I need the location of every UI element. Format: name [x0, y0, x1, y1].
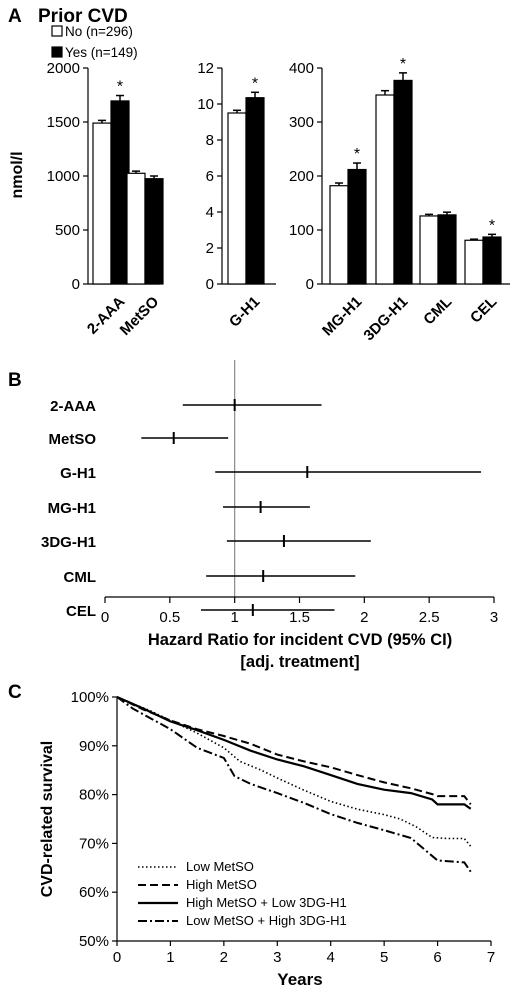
- panel-a-bar: [245, 97, 265, 285]
- panel-c-x-axis-title: Years: [277, 970, 322, 989]
- panel-a-category-label: CEL: [467, 293, 500, 326]
- panel-a-bar: [419, 215, 439, 285]
- panel-b-forest-plot: 0 0.5 1 1.5 2 2.5 3 2-AAA MetSO G-H1 MG-H1 3DG-H1 CM…: [41, 360, 498, 671]
- panel-c-y-tick-label: 100%: [71, 689, 109, 706]
- panel-a-y-tick-label: 500: [55, 222, 80, 239]
- panel-a-y-tick-label: 0: [206, 276, 214, 293]
- panel-a-y-tick-label: 2: [206, 240, 214, 257]
- panel-a-bar: [144, 178, 164, 285]
- panel-a-title: Prior CVD: [38, 6, 128, 27]
- panel-a-y-tick-label: 400: [289, 60, 314, 77]
- panel-label-a: A: [8, 6, 22, 27]
- panel-label-c: C: [8, 682, 22, 703]
- panel-c-series-line: [116, 696, 472, 873]
- panel-a-category-label: G-H1: [226, 293, 263, 330]
- panel-b-row-label: MetSO: [48, 431, 96, 448]
- panel-a-y-tick-label: 1000: [47, 168, 80, 185]
- panel-c-x-tick-label: 7: [487, 949, 495, 966]
- panel-a-ylabel: nmol/l: [9, 151, 26, 198]
- panel-c-x-tick-label: 5: [380, 949, 388, 966]
- panel-b-row-label: CML: [64, 569, 97, 586]
- panel-c-y-tick-label: 50%: [79, 933, 109, 950]
- panel-c-series-line: [116, 695, 472, 810]
- panel-a-y-tick-label: 200: [289, 168, 314, 185]
- panel-a-bar-charts: 0500100015002000*2-AAAMetSO024681012*G-H…: [47, 24, 510, 344]
- panel-b-row-label: G-H1: [60, 465, 96, 482]
- panel-a-bar: [92, 122, 112, 285]
- panel-b-x-tick-label: 2: [360, 609, 368, 626]
- panel-a-y-tick-label: 1500: [47, 114, 80, 131]
- panel-c-series-line: [116, 696, 472, 847]
- panel-a-bar: [482, 236, 502, 285]
- panel-b-x-tick-label: 0.5: [159, 609, 180, 626]
- panel-a-bar: [110, 100, 130, 285]
- panel-c-x-tick-label: 4: [327, 949, 335, 966]
- panel-b-x-axis-subtitle: [adj. treatment]: [240, 653, 359, 671]
- panel-a-y-tick-label: 2000: [47, 60, 80, 77]
- panel-c-x-tick-label: 6: [433, 949, 441, 966]
- panel-a-category-label: MetSO: [117, 293, 163, 339]
- panel-c-y-tick-label: 70%: [79, 835, 109, 852]
- panel-a-bar: [126, 172, 146, 285]
- panel-a-legend-label: No (n=296): [65, 24, 133, 39]
- panel-b-x-tick-label: 2.5: [419, 609, 440, 626]
- panel-b-x-tick-label: 3: [490, 609, 498, 626]
- panel-c-survival-curves: 50% 60% 70% 80% 90% 100% 0 1 2 3 4 5 6 7 Years CVD-rela…: [39, 689, 495, 989]
- panel-a-bar: [347, 168, 367, 285]
- panel-a-significance-marker: *: [252, 75, 258, 92]
- panel-a-y-tick-label: 0: [306, 276, 314, 293]
- panel-c-legend-label: Low MetSO: [186, 859, 254, 874]
- panel-c-x-tick-label: 0: [113, 949, 121, 966]
- panel-c-series-line: [116, 696, 472, 806]
- panel-a-legend-swatch: [51, 25, 63, 37]
- panel-a-bar: [227, 112, 247, 285]
- panel-b-row-label: 2-AAA: [50, 398, 96, 415]
- panel-a-category-label: MG-H1: [319, 293, 365, 339]
- panel-b-row-label: 3DG-H1: [41, 534, 96, 551]
- panel-c-x-tick-label: 1: [166, 949, 174, 966]
- panel-c-legend-label: High MetSO: [186, 877, 257, 892]
- panel-a-y-tick-label: 100: [289, 222, 314, 239]
- panel-b-row-label: MG-H1: [48, 500, 96, 517]
- panel-c-x-tick-label: 2: [220, 949, 228, 966]
- panel-c-x-tick-label: 3: [273, 949, 281, 966]
- panel-a-bar: [329, 185, 349, 285]
- panel-a-significance-marker: *: [489, 217, 495, 234]
- panel-a-legend-label: Yes (n=149): [65, 45, 138, 60]
- panel-a-bar: [375, 94, 395, 285]
- panel-b-x-axis-title: Hazard Ratio for incident CVD (95% CI): [148, 631, 452, 649]
- panel-a-category-label: 3DG-H1: [360, 293, 411, 344]
- panel-c-y-axis-title: CVD-related survival: [39, 741, 56, 898]
- panel-a-significance-marker: *: [117, 79, 123, 96]
- panel-a-y-tick-label: 0: [72, 276, 80, 293]
- panel-c-y-tick-label: 90%: [79, 738, 109, 755]
- panel-c-legend-label: Low MetSO + High 3DG-H1: [186, 913, 347, 928]
- panel-a-bar: [437, 214, 457, 285]
- panel-b-row-label: CEL: [66, 603, 96, 620]
- panel-a-y-tick-label: 4: [206, 204, 214, 221]
- panel-a-y-tick-label: 300: [289, 114, 314, 131]
- panel-a-y-tick-label: 8: [206, 132, 214, 149]
- panel-b-x-tick-label: 0: [101, 609, 109, 626]
- panel-a-significance-marker: *: [354, 146, 360, 163]
- panel-a-bar: [393, 79, 413, 285]
- panel-a-category-label: CML: [420, 293, 455, 328]
- panel-b-x-tick-label: 1.5: [289, 609, 310, 626]
- panel-a-y-tick-label: 12: [197, 60, 214, 77]
- panel-a-significance-marker: *: [400, 56, 406, 73]
- panel-c-y-tick-label: 60%: [79, 884, 109, 901]
- panel-b-x-tick-label: 1: [230, 609, 238, 626]
- panel-label-b: B: [8, 370, 22, 391]
- panel-c-y-tick-label: 80%: [79, 787, 109, 804]
- panel-a-y-tick-label: 10: [197, 96, 214, 113]
- panel-a-legend-swatch: [51, 46, 63, 58]
- panel-a-bar: [464, 239, 484, 285]
- panel-a-y-tick-label: 6: [206, 168, 214, 185]
- panel-c-legend-label: High MetSO + Low 3DG-H1: [186, 895, 347, 910]
